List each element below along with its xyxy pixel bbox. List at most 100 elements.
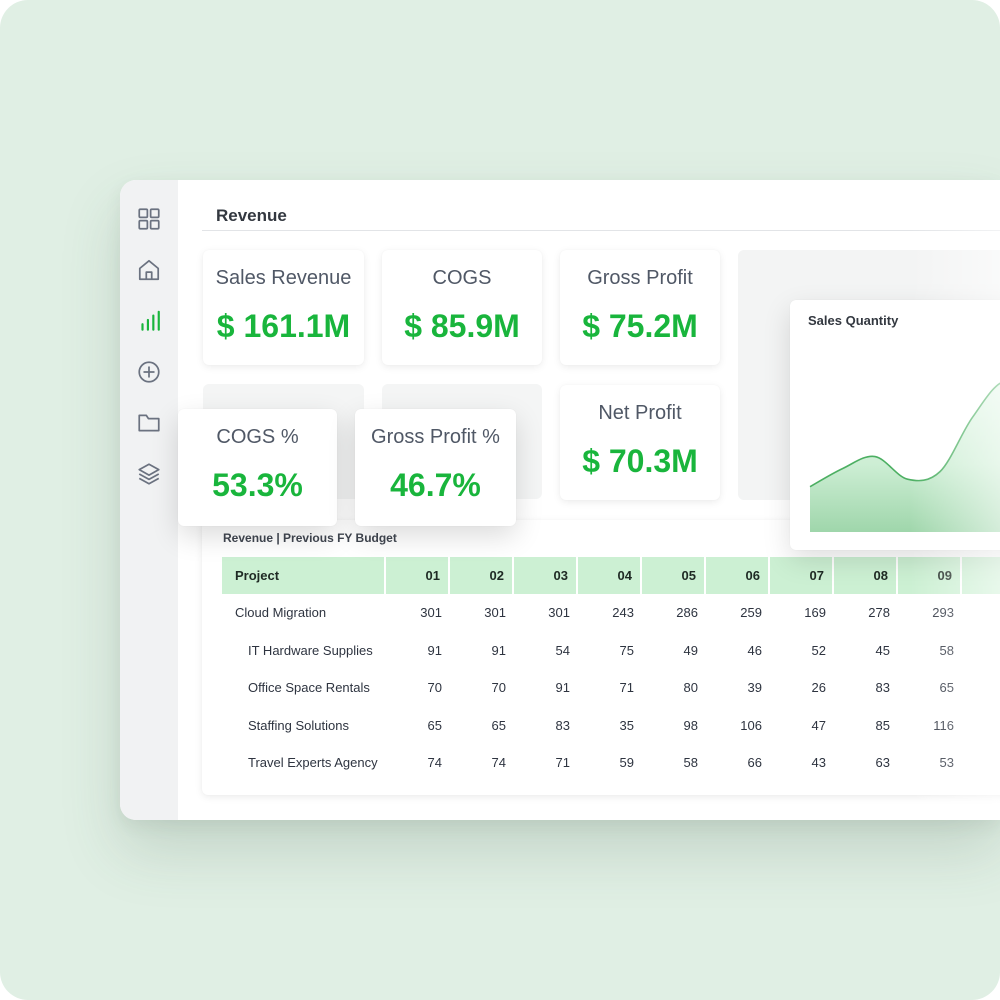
sidebar-item-reports[interactable] bbox=[134, 306, 164, 336]
sidebar-item-dashboard[interactable] bbox=[134, 204, 164, 234]
value-cell: 71 bbox=[555, 755, 570, 771]
value-cell: 259 bbox=[740, 605, 762, 621]
value-cell: 91 bbox=[555, 680, 570, 696]
value-cell: 52 bbox=[811, 642, 826, 658]
value-cell: 278 bbox=[868, 605, 890, 621]
kpi-value: $ 85.9M bbox=[404, 308, 520, 344]
value-cell: 70 bbox=[427, 680, 442, 696]
value-cell: 301 bbox=[420, 605, 442, 621]
value-cell: 49 bbox=[683, 642, 698, 658]
value-cell: 66 bbox=[747, 755, 762, 771]
value-cell: 169 bbox=[804, 605, 826, 621]
value-cell: 293 bbox=[932, 605, 954, 621]
sidebar-item-home[interactable] bbox=[134, 255, 164, 285]
value-cell: 74 bbox=[427, 755, 442, 771]
value-cell: 35 bbox=[619, 717, 634, 733]
value-cell: 1 bbox=[962, 744, 1000, 782]
kpi-card-gross-profit[interactable]: Gross Profit $ 75.2M bbox=[560, 250, 720, 365]
project-name-cell: IT Hardware Supplies bbox=[248, 642, 373, 658]
main-content: Revenue Sales Revenue $ 161.1M COGS $ 85… bbox=[178, 180, 1000, 820]
kpi-card-gross-profit-percent[interactable]: Gross Profit % 46.7% bbox=[355, 409, 516, 526]
value-cell: 58 bbox=[683, 755, 698, 771]
project-name-cell: Travel Experts Agency bbox=[248, 755, 378, 771]
value-cell: 45 bbox=[875, 642, 890, 658]
column-header-month[interactable]: 06 bbox=[706, 557, 770, 594]
kpi-card-cogs-percent[interactable]: COGS % 53.3% bbox=[178, 409, 337, 526]
column-header-month[interactable]: 08 bbox=[834, 557, 898, 594]
kpi-value: 53.3% bbox=[212, 467, 303, 503]
value-cell bbox=[962, 632, 1000, 670]
project-name-cell: Cloud Migration bbox=[235, 605, 327, 621]
value-cell: 106 bbox=[740, 717, 762, 733]
value-cell: 75 bbox=[619, 642, 634, 658]
value-cell: 63 bbox=[875, 755, 890, 771]
value-cell: 43 bbox=[811, 755, 826, 771]
value-cell: 301 bbox=[548, 605, 570, 621]
table-row[interactable]: IT Hardware Supplies 91 91 54 75 49 46 52 45 58 bbox=[222, 632, 1000, 670]
budget-table: Project01020304050607080910 Cloud Migrat… bbox=[222, 557, 1000, 782]
sidebar-item-add[interactable] bbox=[134, 357, 164, 387]
budget-table-card: Revenue | Previous FY Budget Project 01 02… bbox=[202, 520, 1000, 795]
value-cell: 3 bbox=[962, 594, 1000, 632]
project-name-cell: Office Space Rentals bbox=[248, 680, 370, 696]
column-header-month[interactable]: 02 bbox=[450, 557, 514, 594]
grid-icon bbox=[138, 208, 160, 230]
column-header-month[interactable]: 03 bbox=[514, 557, 578, 594]
value-cell: 65 bbox=[491, 717, 506, 733]
sidebar-item-files[interactable] bbox=[134, 408, 164, 438]
value-cell: 74 bbox=[491, 755, 506, 771]
kpi-value: 46.7% bbox=[390, 467, 481, 503]
value-cell: 47 bbox=[811, 717, 826, 733]
value-cell: 85 bbox=[875, 717, 890, 733]
value-cell: 80 bbox=[683, 680, 698, 696]
kpi-value: $ 70.3M bbox=[582, 443, 698, 479]
value-cell: 98 bbox=[683, 717, 698, 733]
value-cell: 39 bbox=[747, 680, 762, 696]
value-cell: 58 bbox=[939, 642, 954, 658]
sales-quantity-chart-card[interactable]: Sales Quantity bbox=[790, 300, 1000, 550]
value-cell: 65 bbox=[939, 680, 954, 696]
title-divider bbox=[202, 230, 1000, 231]
column-header-month[interactable]: 10 bbox=[962, 557, 1000, 594]
column-header-month[interactable]: 04 bbox=[578, 557, 642, 594]
kpi-card-net-profit[interactable]: Net Profit $ 70.3M bbox=[560, 385, 720, 500]
kpi-label: Gross Profit % bbox=[371, 426, 500, 448]
kpi-card-cogs[interactable]: COGS $ 85.9M bbox=[382, 250, 542, 365]
value-cell: 59 bbox=[619, 755, 634, 771]
table-row[interactable]: Cloud Migration 301 301 301 243 286 259 169 278 2… bbox=[222, 594, 1000, 632]
value-cell: 301 bbox=[484, 605, 506, 621]
app-window: Revenue Sales Revenue $ 161.1M COGS $ 85… bbox=[120, 180, 1000, 820]
bar-chart-icon bbox=[141, 310, 160, 331]
kpi-label: COGS % bbox=[216, 426, 299, 448]
value-cell: 91 bbox=[491, 642, 506, 658]
value-cell bbox=[962, 707, 1000, 745]
column-header-month[interactable]: 05 bbox=[642, 557, 706, 594]
value-cell: 53 bbox=[939, 755, 954, 771]
table-caption: Revenue | Previous FY Budget bbox=[223, 531, 397, 545]
column-header-month[interactable]: 09 bbox=[898, 557, 962, 594]
value-cell: 83 bbox=[555, 717, 570, 733]
kpi-label: Net Profit bbox=[598, 402, 682, 424]
layers-icon bbox=[138, 463, 160, 485]
value-cell: 286 bbox=[676, 605, 698, 621]
table-row[interactable]: Travel Experts Agency 74 74 71 59 58 66 43 63 53 1 bbox=[222, 744, 1000, 782]
value-cell: 65 bbox=[427, 717, 442, 733]
value-cell: 71 bbox=[619, 680, 634, 696]
column-header-month[interactable]: 07 bbox=[770, 557, 834, 594]
value-cell: 83 bbox=[875, 680, 890, 696]
sidebar-item-layers[interactable] bbox=[134, 459, 164, 489]
value-cell: 243 bbox=[612, 605, 634, 621]
table-row[interactable]: Office Space Rentals 70 70 91 71 80 39 26 83 65 bbox=[222, 669, 1000, 707]
value-cell: 116 bbox=[933, 717, 954, 733]
chart-title: Sales Quantity bbox=[808, 313, 899, 328]
column-header-project[interactable]: Project bbox=[222, 557, 386, 594]
kpi-label: Sales Revenue bbox=[215, 267, 352, 289]
kpi-card-sales-revenue[interactable]: Sales Revenue $ 161.1M bbox=[203, 250, 364, 365]
table-row[interactable]: Staffing Solutions 65 65 83 35 98 106 47 85 116 bbox=[222, 707, 1000, 745]
column-header-month[interactable]: 01 bbox=[386, 557, 450, 594]
value-cell: 54 bbox=[555, 642, 570, 658]
value-cell: 26 bbox=[811, 680, 826, 696]
folder-icon bbox=[138, 414, 160, 432]
chart-area-fill bbox=[810, 383, 1000, 532]
